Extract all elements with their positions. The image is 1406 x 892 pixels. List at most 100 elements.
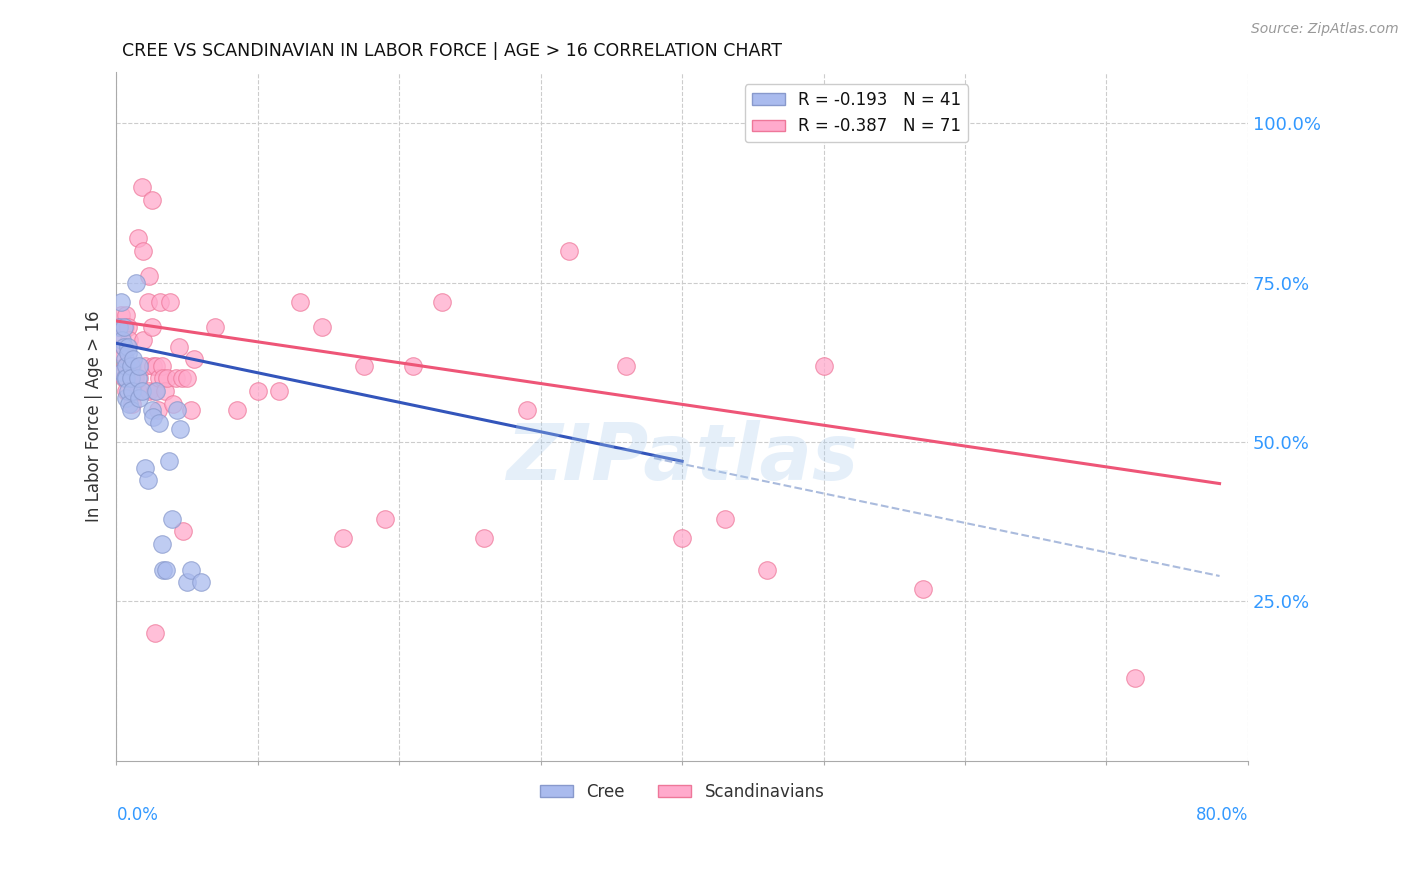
Point xyxy=(117,320,139,334)
Point xyxy=(141,193,163,207)
Point xyxy=(142,359,165,373)
Point xyxy=(472,531,495,545)
Point xyxy=(148,416,170,430)
Point xyxy=(121,384,143,398)
Text: CREE VS SCANDINAVIAN IN LABOR FORCE | AGE > 16 CORRELATION CHART: CREE VS SCANDINAVIAN IN LABOR FORCE | AG… xyxy=(122,42,782,60)
Point xyxy=(120,371,142,385)
Point xyxy=(136,474,159,488)
Point xyxy=(170,371,193,385)
Point xyxy=(160,511,183,525)
Point xyxy=(120,371,142,385)
Point xyxy=(111,333,134,347)
Point xyxy=(1123,671,1146,685)
Point xyxy=(128,391,150,405)
Point xyxy=(131,384,153,398)
Point xyxy=(131,180,153,194)
Point xyxy=(290,294,312,309)
Point xyxy=(145,384,167,398)
Point xyxy=(128,371,150,385)
Text: Source: ZipAtlas.com: Source: ZipAtlas.com xyxy=(1251,22,1399,37)
Point xyxy=(117,346,139,360)
Point xyxy=(165,371,187,385)
Point xyxy=(112,339,135,353)
Point xyxy=(430,294,453,309)
Point xyxy=(176,575,198,590)
Point xyxy=(756,563,779,577)
Point xyxy=(169,422,191,436)
Point xyxy=(374,511,396,525)
Point xyxy=(614,359,637,373)
Point xyxy=(122,384,145,398)
Point xyxy=(121,397,143,411)
Point xyxy=(127,371,149,385)
Point xyxy=(118,333,141,347)
Point xyxy=(117,339,139,353)
Point xyxy=(150,359,173,373)
Point xyxy=(155,563,177,577)
Point xyxy=(127,384,149,398)
Point xyxy=(124,371,146,385)
Point xyxy=(166,403,188,417)
Point xyxy=(111,326,134,341)
Point xyxy=(110,294,132,309)
Point xyxy=(142,409,165,424)
Point xyxy=(108,320,131,334)
Legend: Cree, Scandinavians: Cree, Scandinavians xyxy=(533,776,831,807)
Point xyxy=(112,371,135,385)
Point xyxy=(128,359,150,373)
Point xyxy=(311,320,333,334)
Point xyxy=(204,320,226,334)
Point xyxy=(118,397,141,411)
Point xyxy=(353,359,375,373)
Point xyxy=(152,371,174,385)
Point xyxy=(111,346,134,360)
Point xyxy=(115,391,138,405)
Point xyxy=(269,384,291,398)
Point xyxy=(108,320,131,334)
Point xyxy=(134,460,156,475)
Point xyxy=(225,403,247,417)
Point xyxy=(150,537,173,551)
Point xyxy=(911,582,934,596)
Text: 0.0%: 0.0% xyxy=(117,805,159,823)
Point xyxy=(813,359,835,373)
Point xyxy=(136,294,159,309)
Point xyxy=(141,320,163,334)
Point xyxy=(110,308,132,322)
Point xyxy=(332,531,354,545)
Point xyxy=(115,371,138,385)
Point xyxy=(132,244,155,258)
Point xyxy=(120,403,142,417)
Point xyxy=(114,352,136,367)
Point xyxy=(558,244,581,258)
Point xyxy=(143,626,166,640)
Point xyxy=(180,563,202,577)
Point xyxy=(176,371,198,385)
Point xyxy=(120,359,142,373)
Point xyxy=(122,352,145,367)
Point xyxy=(115,308,138,322)
Point xyxy=(183,352,205,367)
Point xyxy=(117,359,139,373)
Point xyxy=(713,511,735,525)
Point xyxy=(114,320,136,334)
Text: 80.0%: 80.0% xyxy=(1195,805,1249,823)
Point xyxy=(121,359,143,373)
Point xyxy=(114,359,136,373)
Point xyxy=(162,397,184,411)
Point xyxy=(516,403,538,417)
Point xyxy=(134,359,156,373)
Point xyxy=(138,384,160,398)
Point xyxy=(115,384,138,398)
Point xyxy=(125,276,148,290)
Point xyxy=(132,333,155,347)
Point xyxy=(246,384,269,398)
Point xyxy=(112,320,135,334)
Point xyxy=(159,294,181,309)
Point xyxy=(111,365,134,379)
Y-axis label: In Labor Force | Age > 16: In Labor Force | Age > 16 xyxy=(86,311,103,523)
Point xyxy=(190,575,212,590)
Point xyxy=(146,403,169,417)
Point xyxy=(157,454,180,468)
Point xyxy=(149,294,172,309)
